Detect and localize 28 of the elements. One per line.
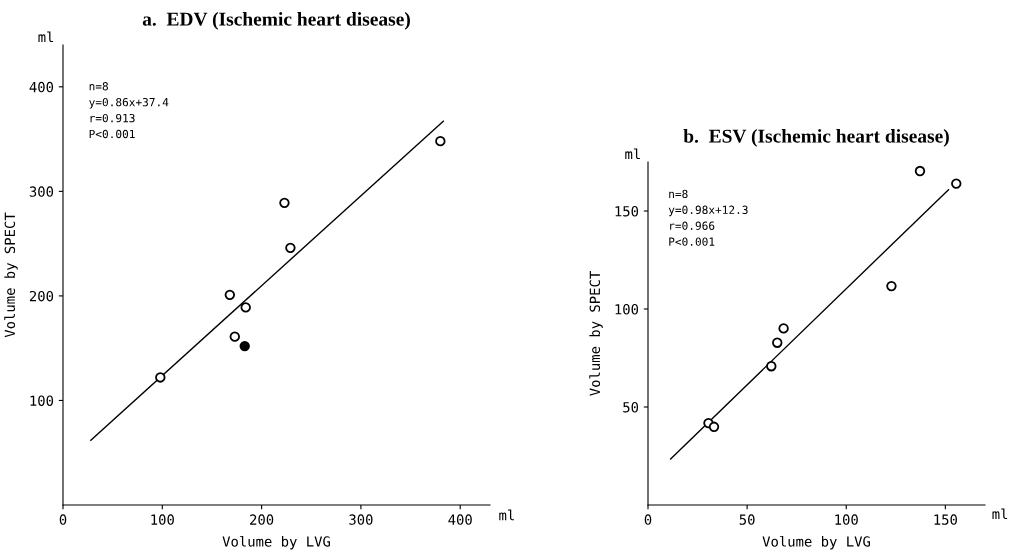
annotation: n=8 y=0.86x+37.4 r=0.913 P<0.001	[89, 82, 169, 139]
chart-title: a. EDV (Ischemic heart disease)	[142, 12, 410, 30]
y-tick-label: 150	[615, 206, 639, 217]
text: ml	[625, 148, 640, 160]
text: ml	[499, 509, 514, 521]
y-tick-label: 300	[29, 186, 54, 197]
x-tick-label: 0	[644, 514, 652, 525]
y-tick-label: 100	[30, 395, 54, 406]
x-axis-title: Volume by LVG	[222, 535, 330, 550]
y-axis-title: Volume by SPECT	[589, 271, 603, 396]
y-tick-label: 100	[615, 304, 639, 315]
x-tick-label: 50	[739, 514, 755, 525]
x-axis-title: Volume by LVG	[762, 535, 870, 550]
x-tick-label: 0	[59, 514, 67, 525]
x-tick-label: 100	[151, 514, 174, 525]
x-tick-label: 200	[250, 514, 274, 525]
text: ml	[992, 508, 1008, 520]
y-tick-label: 200	[29, 290, 54, 302]
text: ml	[38, 31, 54, 43]
y-axis-title: Volume by SPECT	[4, 212, 18, 338]
x-tick-label: 300	[349, 514, 373, 525]
x-tick-label: 150	[934, 514, 957, 525]
y-tick-label: 400	[29, 81, 54, 93]
y-tick-label: 50	[623, 402, 639, 413]
annotation: n=8 y=0.98x+12.3 r=0.966 P<0.001	[668, 189, 748, 246]
x-tick-label: 400	[448, 514, 472, 525]
chart-title: b. ESV (Ischemic heart disease)	[683, 129, 949, 147]
x-tick-label: 100	[835, 514, 858, 525]
